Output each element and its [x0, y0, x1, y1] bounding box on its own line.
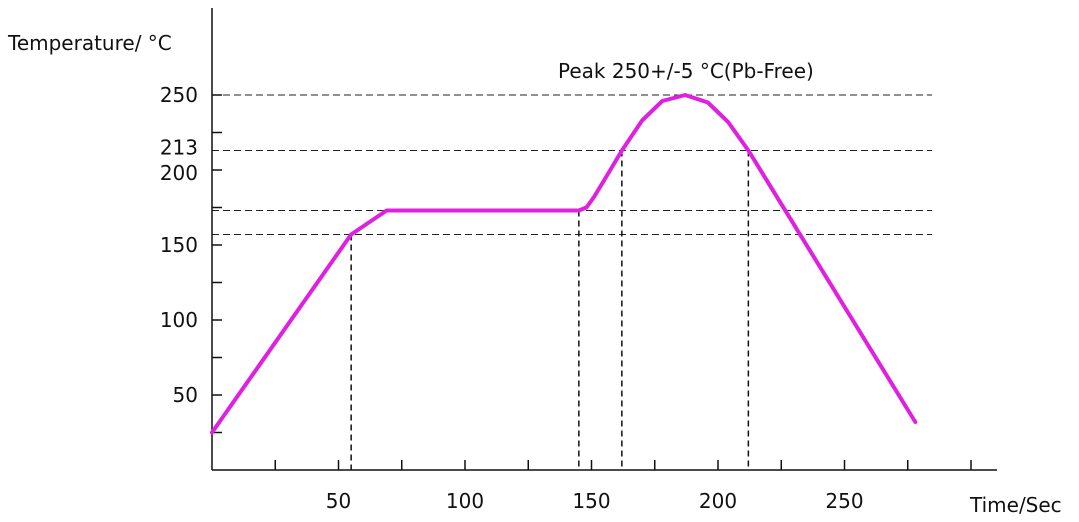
y-tick-label-150: 150: [160, 233, 198, 257]
x-tick-label-100: 100: [446, 489, 484, 513]
x-tick-label-200: 200: [699, 489, 737, 513]
x-axis-title: Time/Sec: [969, 493, 1062, 517]
axes: [211, 8, 997, 471]
y-tick-label-50: 50: [173, 383, 198, 407]
reference-lines: [212, 94, 932, 470]
x-tick-label-150: 150: [572, 489, 610, 513]
y-tick-label-200: 200: [160, 161, 198, 185]
peak-annotation: Peak 250+/-5 °C(Pb-Free): [558, 59, 814, 83]
axis-ticks: [212, 94, 972, 470]
temperature-profile-line: [210, 93, 918, 435]
y-axis-title: Temperature/ °C: [7, 31, 172, 55]
y-tick-label-213: 213: [160, 136, 198, 160]
x-tick-label-50: 50: [326, 489, 351, 513]
y-tick-label-100: 100: [160, 308, 198, 332]
x-tick-label-250: 250: [825, 489, 863, 513]
axis-tick-labels: 50 100 150 200 250 50 100 150 200 250 213: [160, 83, 864, 513]
y-tick-label-250: 250: [160, 83, 198, 107]
